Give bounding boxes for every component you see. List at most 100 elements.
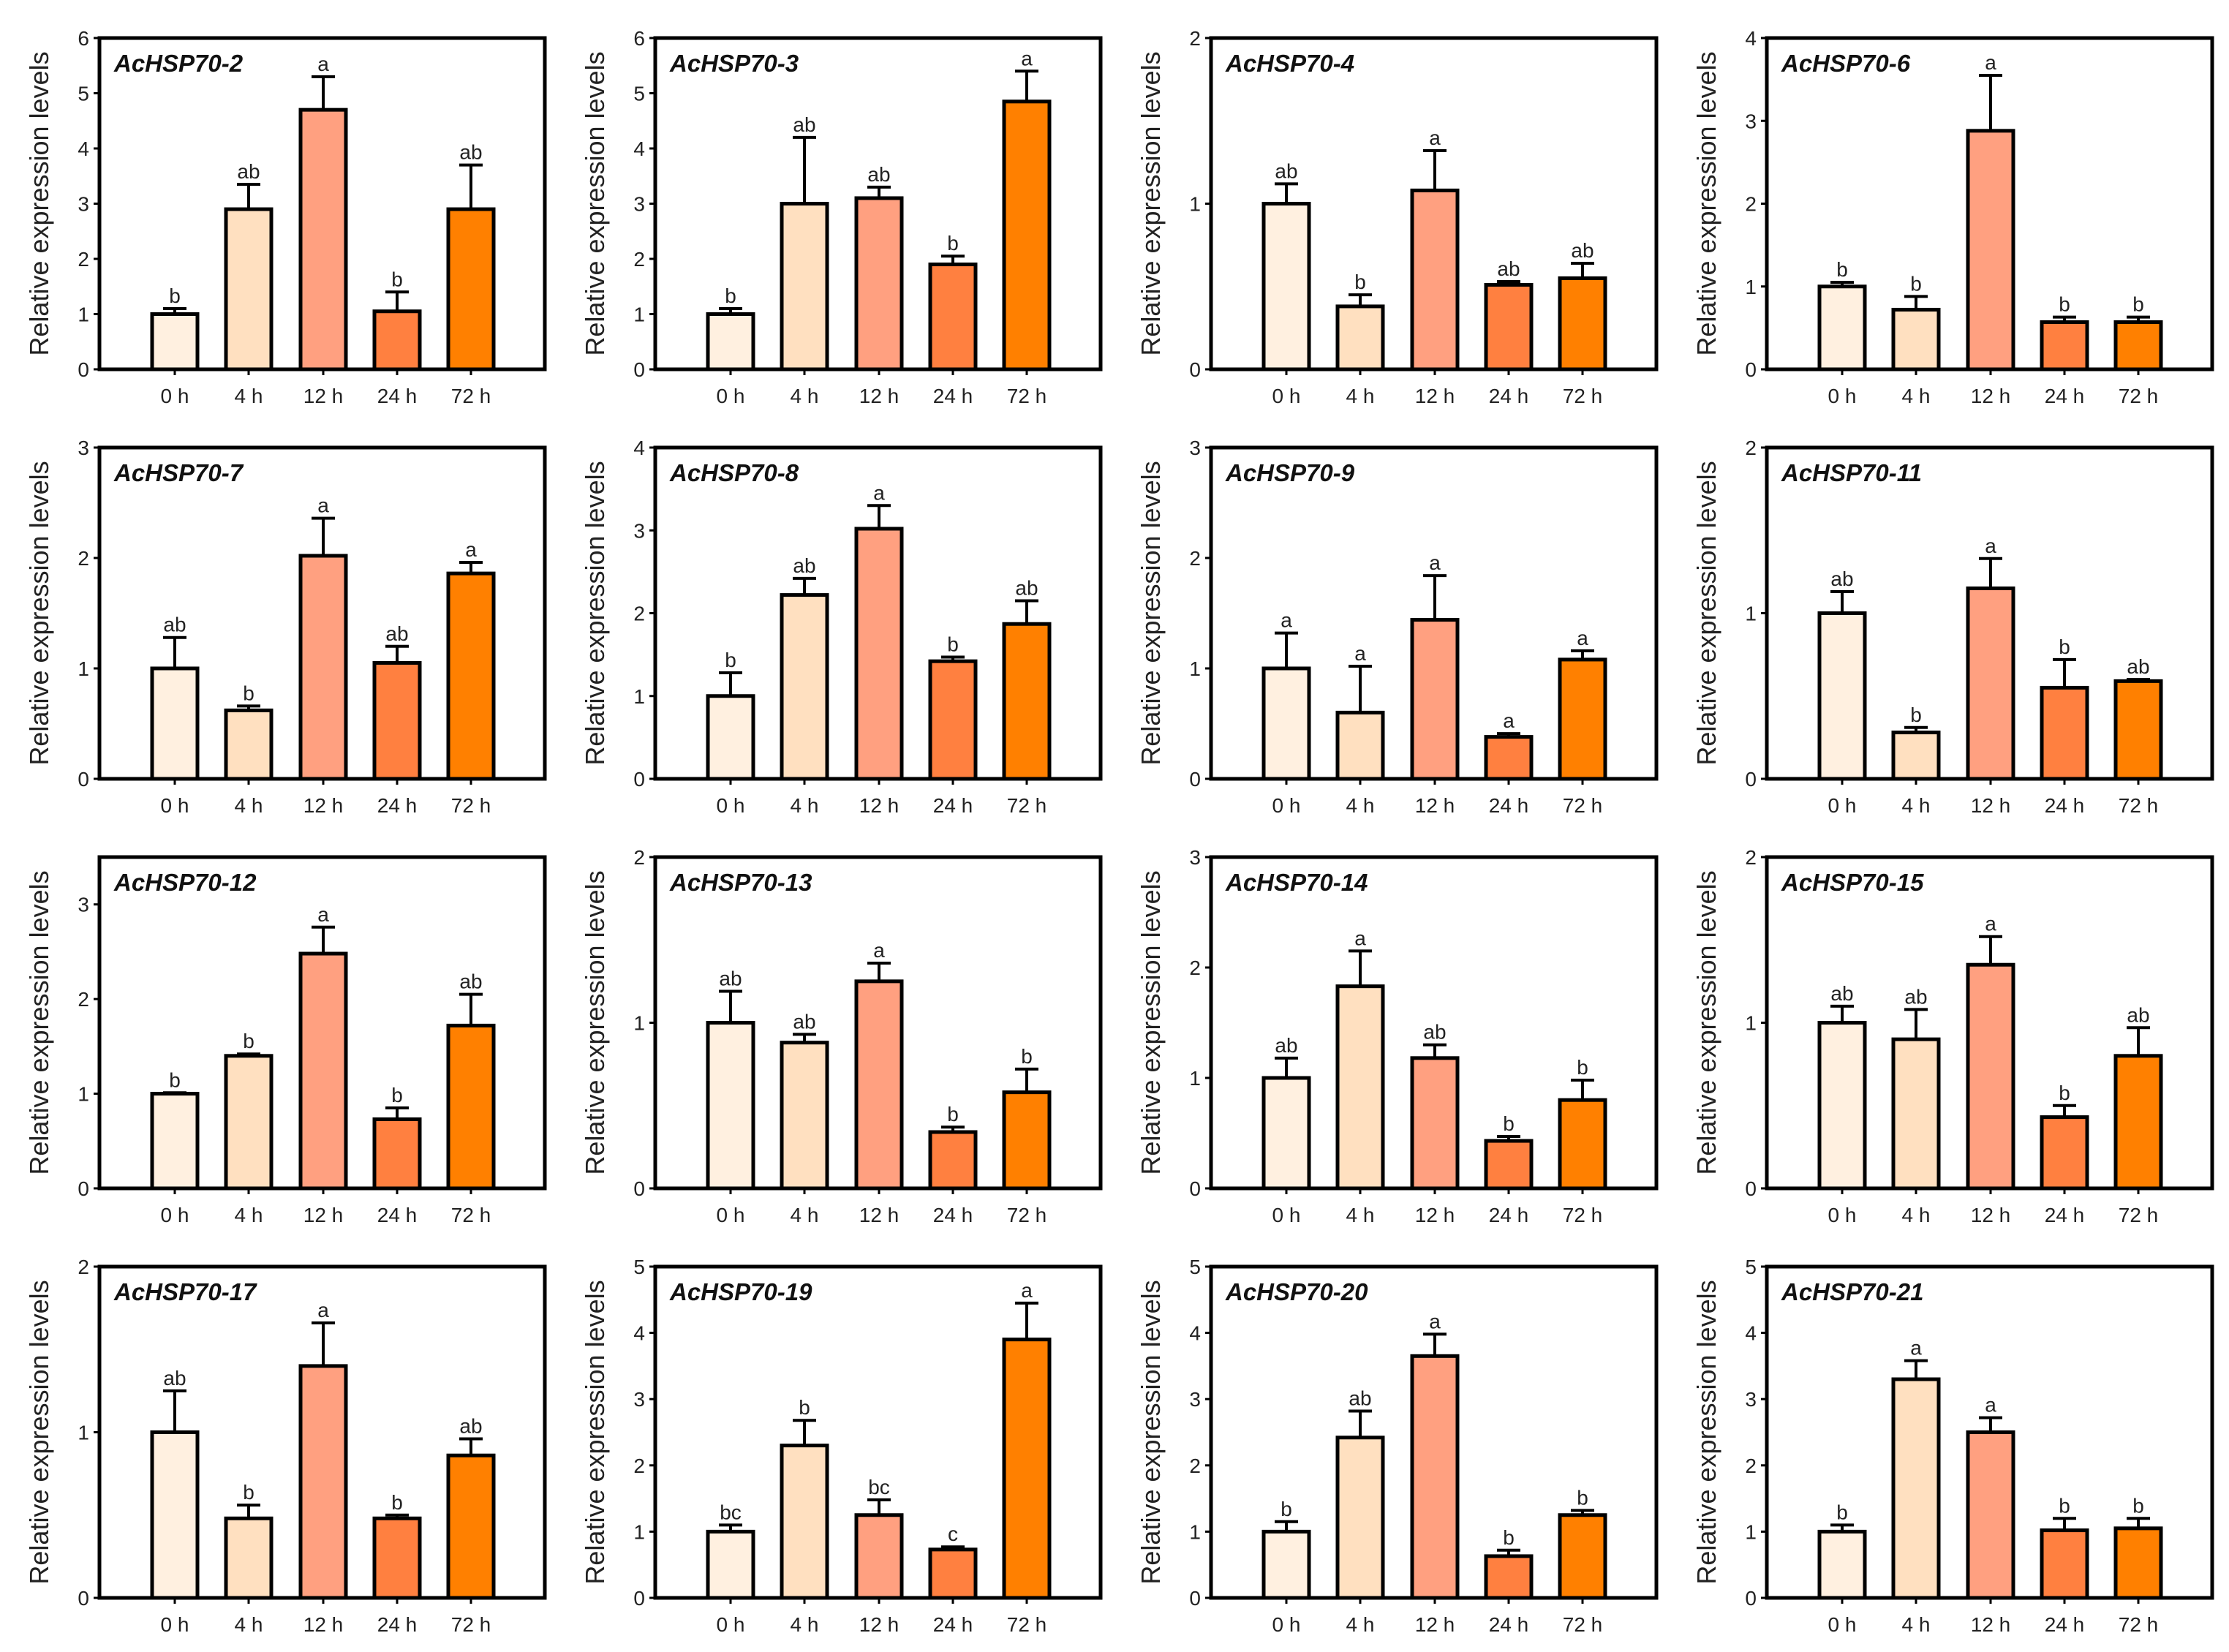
y-tick-label: 1 [1189, 1520, 1201, 1543]
x-tick-label: 12 h [303, 385, 344, 407]
x-tick-label: 0 h [717, 1204, 745, 1226]
plot-frame [653, 855, 1103, 1191]
significance-letter: b [947, 1103, 959, 1125]
bar [1410, 1056, 1460, 1191]
significance-letter: ab [1349, 1387, 1371, 1410]
bar [706, 312, 755, 371]
bar [446, 207, 496, 371]
y-tick-label: 1 [1745, 276, 1757, 298]
plot-frame [1765, 855, 2214, 1191]
y-tick-label: 4 [633, 1322, 645, 1345]
significance-letter: b [725, 284, 736, 307]
x-tick-label: 12 h [1415, 794, 1455, 817]
bar [298, 554, 348, 781]
x-tick-label: 0 h [1272, 1613, 1301, 1636]
chart-panel: Relative expression levels 0 1 2 3 ab 0 h a 4 h a… [1136, 846, 1659, 1226]
significance-letter: a [1354, 927, 1366, 949]
significance-letter: ab [459, 141, 482, 164]
significance-letter: ab [385, 622, 408, 645]
x-tick-label: 12 h [859, 1204, 899, 1226]
y-tick-label: 2 [1189, 1455, 1201, 1477]
bar [2113, 320, 2163, 371]
panel-title: AcHSP70-9 [1225, 459, 1355, 486]
plot-frame [1209, 445, 1659, 781]
x-tick-label: 12 h [1415, 1204, 1455, 1226]
significance-letter: a [1429, 127, 1441, 149]
bar [150, 1092, 200, 1191]
x-tick-label: 24 h [377, 1613, 418, 1636]
x-tick-label: 0 h [1272, 794, 1301, 817]
x-tick-label: 72 h [1007, 1613, 1047, 1636]
bar [298, 951, 348, 1191]
panel-title: AcHSP70-19 [669, 1278, 812, 1305]
plot-frame [653, 445, 1103, 781]
bar [298, 1364, 348, 1600]
y-tick-label: 0 [78, 768, 89, 791]
panel-title: AcHSP70-11 [1781, 459, 1922, 486]
significance-letter: bc [720, 1501, 742, 1523]
y-tick-label: 4 [633, 437, 645, 459]
y-tick-label: 1 [1189, 193, 1201, 216]
x-tick-label: 12 h [303, 1204, 344, 1226]
significance-letter: b [2059, 1494, 2070, 1517]
bar [372, 309, 422, 371]
x-tick-label: 4 h [235, 1613, 263, 1636]
y-tick-label: 0 [1189, 1177, 1201, 1200]
significance-letter: a [873, 939, 885, 962]
bar [1966, 129, 2015, 371]
y-axis-label: Relative expression levels [580, 1280, 610, 1584]
plot-frame [1765, 1264, 2214, 1600]
bar [446, 1023, 496, 1191]
significance-letter: a [317, 494, 329, 517]
x-tick-label: 12 h [859, 385, 899, 407]
y-tick-label: 1 [1189, 1067, 1201, 1090]
bar [1261, 202, 1311, 371]
y-tick-label: 2 [78, 547, 89, 570]
significance-letter: b [1836, 258, 1848, 281]
significance-letter: b [799, 1396, 810, 1419]
y-tick-label: 5 [1745, 1256, 1757, 1278]
y-tick-label: 2 [1745, 846, 1757, 869]
panel-title: AcHSP70-3 [669, 50, 799, 77]
bar [2040, 685, 2089, 781]
significance-letter: ab [2127, 1003, 2149, 1026]
y-tick-label: 1 [1745, 1520, 1757, 1543]
y-tick-label: 3 [633, 1388, 645, 1411]
significance-letter: ab [1275, 159, 1297, 182]
bar [928, 659, 978, 781]
x-tick-label: 0 h [161, 385, 189, 407]
bar [1966, 1430, 2015, 1600]
significance-letter: a [1021, 47, 1033, 69]
x-tick-label: 24 h [1489, 385, 1529, 407]
significance-letter: a [1503, 709, 1515, 732]
x-tick-label: 72 h [1007, 1204, 1047, 1226]
x-tick-label: 24 h [2045, 794, 2085, 817]
bar [1817, 1021, 1867, 1191]
x-tick-label: 4 h [235, 1204, 263, 1226]
panel-title: AcHSP70-20 [1225, 1278, 1368, 1305]
x-tick-label: 4 h [1346, 1613, 1375, 1636]
x-tick-label: 0 h [1828, 1204, 1857, 1226]
y-tick-label: 0 [633, 768, 645, 791]
significance-letter: a [1429, 551, 1441, 574]
x-tick-label: 72 h [2119, 385, 2159, 407]
x-tick-label: 24 h [1489, 1204, 1529, 1226]
x-tick-label: 4 h [791, 1204, 819, 1226]
x-tick-label: 24 h [2045, 1204, 2085, 1226]
bar [2040, 1115, 2089, 1191]
significance-letter: b [243, 682, 254, 704]
x-tick-label: 24 h [933, 794, 973, 817]
significance-letter: a [1910, 1337, 1922, 1359]
x-tick-label: 0 h [717, 385, 745, 407]
y-tick-label: 0 [1745, 1587, 1757, 1610]
significance-letter: b [1354, 271, 1366, 293]
significance-letter: ab [1571, 239, 1594, 262]
bar [2040, 320, 2089, 371]
x-tick-label: 72 h [1563, 1204, 1603, 1226]
bar [1002, 1090, 1052, 1191]
significance-letter: a [465, 538, 477, 561]
significance-letter: b [725, 649, 736, 671]
x-tick-label: 12 h [1971, 1204, 2011, 1226]
bar [928, 263, 978, 371]
